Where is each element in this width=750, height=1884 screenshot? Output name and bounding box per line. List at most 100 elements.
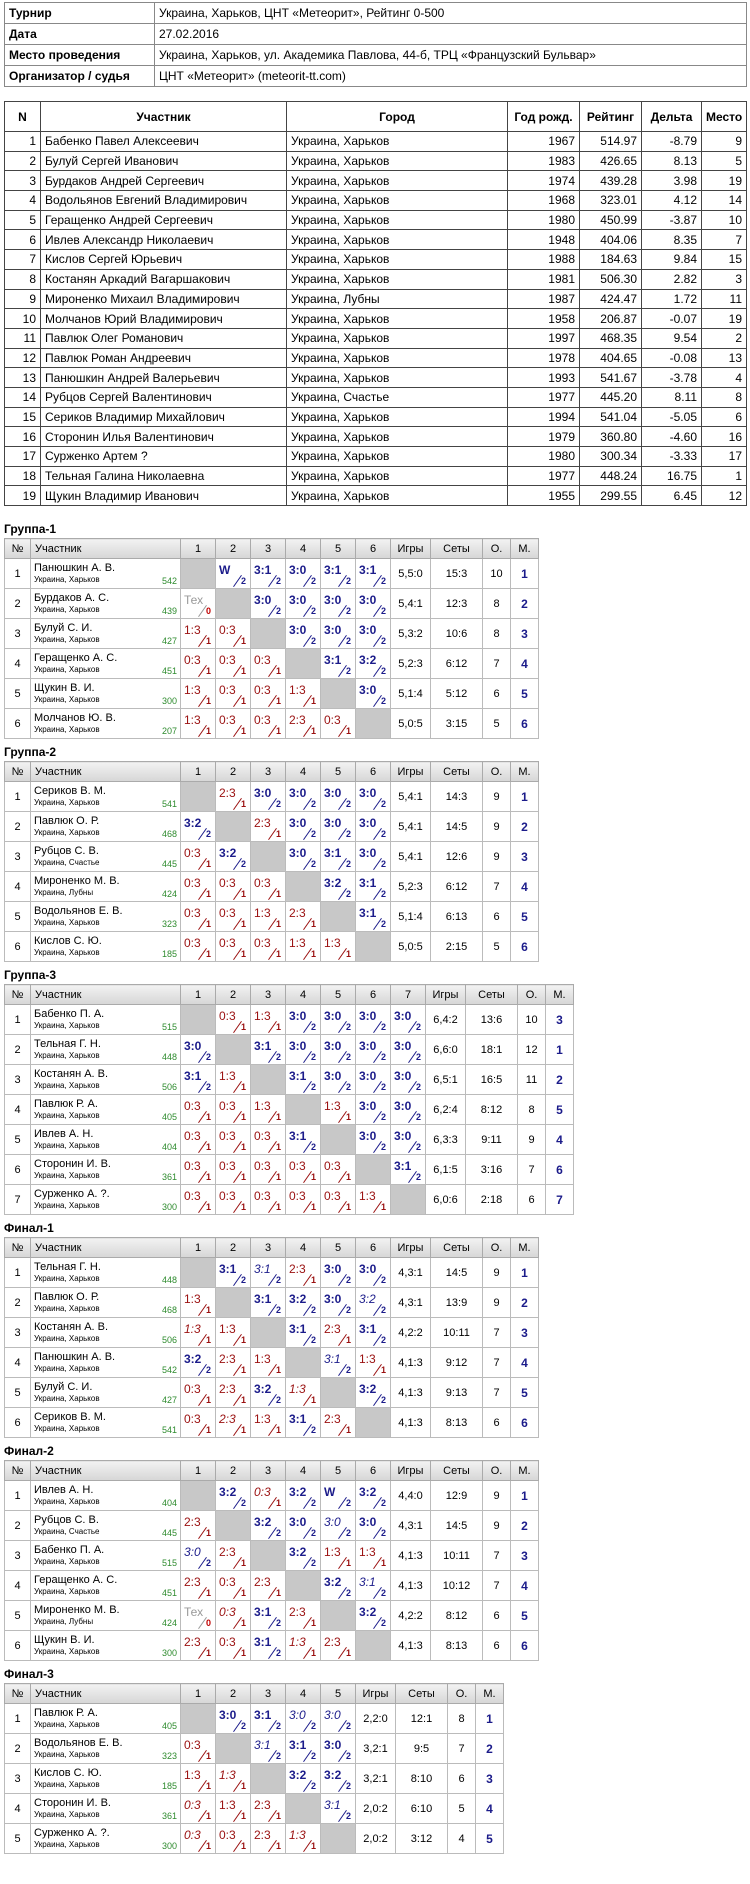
games: 6,1:5	[425, 1154, 466, 1186]
participant-name: Бабенко П. А.	[34, 1008, 105, 1021]
points: 7	[482, 1540, 511, 1572]
match-points: 1	[205, 666, 211, 677]
match-result: 3:0 2	[320, 618, 356, 650]
group-row: 2 Павлюк О. Р. Украина, Харьков 468 1:3 1 3:1 2…	[4, 1287, 539, 1319]
match-score: 3:2	[184, 816, 202, 831]
participant-name: Сурженко А. ?.	[34, 1188, 110, 1201]
match-points: 2	[345, 1781, 351, 1792]
match-result: 3:0 2	[390, 1064, 426, 1096]
match-points: 1	[240, 1202, 246, 1213]
match-points: 2	[275, 1052, 281, 1063]
match-points: 2	[310, 1142, 316, 1153]
group-row: 5 Водольянов Е. В. Украина, Харьков 323 0:3 1…	[4, 901, 539, 933]
participant: Щукин В. И. Украина, Харьков 300	[30, 678, 181, 710]
match-result: 0:3 1	[250, 871, 286, 903]
match-result: 3:1 2	[285, 1407, 321, 1439]
info-value: Украина, Харьков, ЦНТ «Метеорит», Рейтин…	[154, 2, 747, 24]
match-score: 2:3	[219, 1382, 236, 1397]
match-score: 3:1	[324, 563, 342, 578]
match-points: 2	[345, 1052, 351, 1063]
match-result: 2:3 1	[180, 1570, 216, 1602]
sets: 6:13	[430, 901, 483, 933]
column-header: 2	[215, 1460, 251, 1482]
match-result: 1:3 1	[320, 1094, 356, 1126]
player-delta: 8.11	[641, 386, 702, 408]
player-rating: 541.67	[579, 367, 642, 388]
player-name: Молчанов Юрий Владимирович	[40, 308, 287, 329]
player-name: Сериков Владимир Михайлович	[40, 406, 287, 428]
player-year: 1977	[507, 386, 580, 408]
match-points: 1	[275, 1498, 281, 1509]
player-delta: -3.33	[641, 446, 702, 467]
match-score: 2:3	[219, 1352, 236, 1367]
match-result: 1:3 1	[215, 1317, 251, 1349]
match-points: 1	[205, 1172, 211, 1183]
match-score: 3:2	[184, 1352, 202, 1367]
participant-city: Украина, Харьков	[34, 1111, 100, 1121]
place: 3	[475, 1763, 504, 1795]
match-score: 1:3	[219, 1069, 236, 1084]
match-score: 3:2	[324, 1768, 342, 1783]
match-result: 0:3 1	[215, 1154, 251, 1186]
column-header: 5	[320, 1460, 356, 1482]
games: 5,1:4	[390, 901, 431, 933]
group-row: 5 Ивлев А. Н. Украина, Харьков 404 0:3 1 0:3 1 0…	[4, 1124, 574, 1156]
participant: Сторонин И. В. Украина, Харьков 361	[30, 1793, 181, 1825]
player-place: 13	[701, 347, 747, 369]
match-points: 2	[310, 1425, 316, 1436]
column-header: 4	[285, 761, 321, 783]
player-name: Кислов Сергей Юрьевич	[40, 249, 287, 270]
match-score: 3:0	[394, 1009, 412, 1024]
match-result: 2:3 1	[285, 1600, 321, 1632]
column-header: 4	[285, 538, 321, 560]
match-points: 2	[205, 1052, 211, 1063]
player-place: 2	[701, 327, 747, 349]
participant-name: Булуй С. И.	[34, 622, 93, 635]
row-number: 3	[4, 1064, 31, 1096]
match-points: 1	[345, 1112, 351, 1123]
participant-rating: 323	[161, 919, 177, 930]
player-year: 1983	[507, 150, 580, 172]
match-score: 3:0	[324, 1708, 341, 1723]
match-score: 0:3	[219, 683, 236, 698]
match-points: 2	[345, 1751, 351, 1762]
match-score: 3:0	[324, 623, 342, 638]
player-city: Украина, Харьков	[286, 367, 508, 388]
match-points: 2	[345, 889, 351, 900]
match-score: 0:3	[184, 1159, 201, 1174]
match-score: 3:0	[184, 1039, 202, 1054]
match-score: 3:0	[394, 1039, 412, 1054]
points: 9	[482, 1287, 511, 1319]
participant-name: Кислов С. Ю.	[34, 935, 102, 948]
match-score: 2:3	[324, 1412, 341, 1427]
match-result: 3:1 2	[320, 1793, 356, 1825]
match-result: 0:3 1	[250, 708, 286, 740]
player-place: 14	[701, 190, 747, 211]
match-result: 3:0 2	[320, 1287, 356, 1319]
match-score: 3:0	[289, 563, 307, 578]
player-name: Бурдаков Андрей Сергеевич	[40, 170, 287, 192]
info-table: Турнир Украина, Харьков, ЦНТ «Метеорит», …	[4, 2, 747, 87]
player-delta: 9.84	[641, 249, 702, 270]
group-row: 4 Геращенко А. С. Украина, Харьков 451 0:3 1 0…	[4, 648, 539, 680]
match-points: 2	[380, 1305, 386, 1316]
player-name: Булуй Сергей Иванович	[40, 150, 287, 172]
match-score: 3:1	[289, 1069, 307, 1084]
match-points: 2	[345, 859, 351, 870]
match-points: 1	[345, 1335, 351, 1346]
column-header: 1	[180, 761, 216, 783]
match-points: 2	[345, 1721, 351, 1732]
match-result: 1:3 1	[250, 1004, 286, 1036]
participant-name: Павлюк О. Р.	[34, 815, 100, 828]
match-score: 3:2	[219, 846, 237, 861]
match-score: 3:1	[254, 1605, 272, 1620]
points: 7	[447, 1733, 476, 1765]
match-score: 3:2	[359, 1382, 377, 1397]
match-points: 1	[310, 1841, 316, 1852]
match-result: 3:1 2	[250, 1600, 286, 1632]
column-header: Участник	[30, 1683, 181, 1705]
column-header: Игры	[355, 1683, 396, 1705]
match-result: 2:3 1	[320, 1407, 356, 1439]
column-header: №	[4, 984, 31, 1006]
group-row: 4 Сторонин И. В. Украина, Харьков 361 0:3 1 1:…	[4, 1793, 504, 1825]
